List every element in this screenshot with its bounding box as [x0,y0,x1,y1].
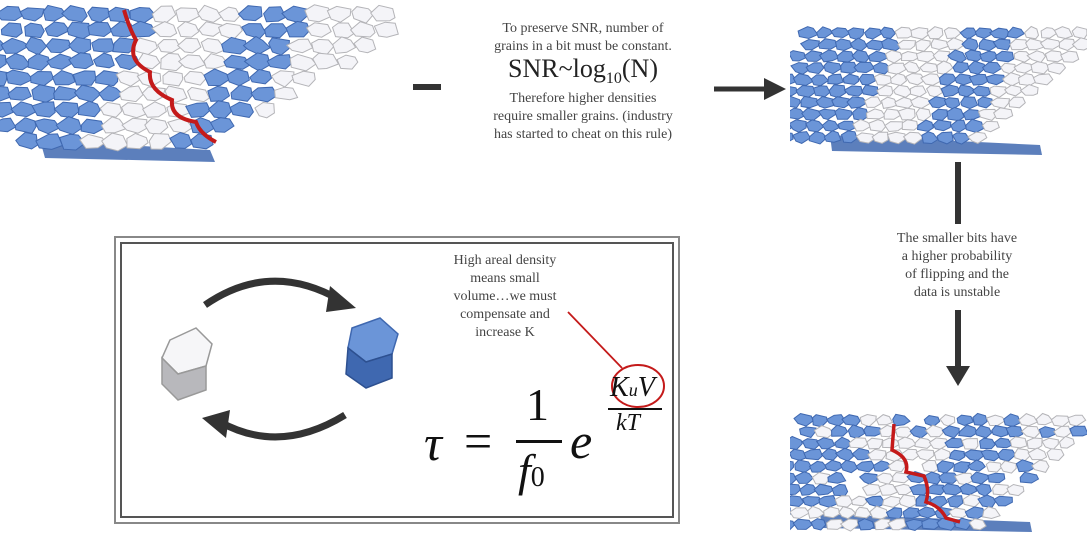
formula-exp-bar [608,408,662,410]
snr-note-line3: Therefore higher densities [509,91,657,107]
formula-denominator: f0 [518,444,545,497]
magnetization-flip-diagram [161,277,399,441]
snr-note-line1: To preserve SNR, number of [502,21,664,36]
relaxation-time-formula: τ = 1 f0 e KuV kT [420,372,670,512]
snr-eq-sub: 10 [605,70,622,88]
minus-sign [413,84,441,90]
formula-box [114,236,680,524]
snr-equation: SNR~log10(N) [448,56,718,88]
density-note-line5: increase K [475,325,535,340]
formula-f: f [518,445,531,496]
density-note-line3: volume…we must [453,289,557,304]
snr-eq-prefix: SNR~log [508,54,606,83]
arrow-right-icon [714,78,786,100]
snr-note: To preserve SNR, number of grains in a b… [448,20,718,144]
formula-K: K [610,372,629,403]
callout-highlight [567,311,665,408]
formula-exp-denominator: kT [616,410,640,436]
snr-eq-suffix: (N) [621,54,658,83]
arrow-down-upper-icon [955,162,961,224]
snr-note-line2: grains in a bit must be constant. [494,39,672,54]
flip-note-line4: data is unstable [913,285,1001,300]
formula-equals: = [464,413,493,469]
formula-e: e [570,413,593,469]
density-note-line4: compensate and [460,307,550,322]
snr-note-line5: has started to cheat on this rule) [493,127,673,143]
arrow-down-lower-icon [946,310,970,386]
density-note: High areal density means small volume…we… [420,252,590,342]
media-strip-small-top [790,25,1087,155]
formula-exp-numerator: KuV [610,372,655,404]
snr-note-line4: require smaller grains. (industry [493,109,673,125]
formula-fraction-bar [516,440,562,443]
flip-note-line3: of flipping and the [905,267,1009,282]
media-strip-unstable [790,412,1087,532]
flip-note-line1: The smaller bits have [896,231,1018,246]
formula-f-sub: 0 [530,462,545,493]
formula-numerator: 1 [526,379,549,430]
grain-white-icon [161,327,213,401]
density-note-line2: means small [470,271,540,286]
formula-V: V [637,372,655,403]
grain-blue-icon [345,317,399,389]
flip-note-line2: a higher probability [901,249,1013,264]
flip-note: The smaller bits have a higher probabili… [862,230,1052,302]
density-note-line1: High areal density [453,253,557,268]
media-strip-large [0,4,399,162]
formula-K-sub: u [628,380,638,400]
formula-tau: τ [424,415,442,471]
